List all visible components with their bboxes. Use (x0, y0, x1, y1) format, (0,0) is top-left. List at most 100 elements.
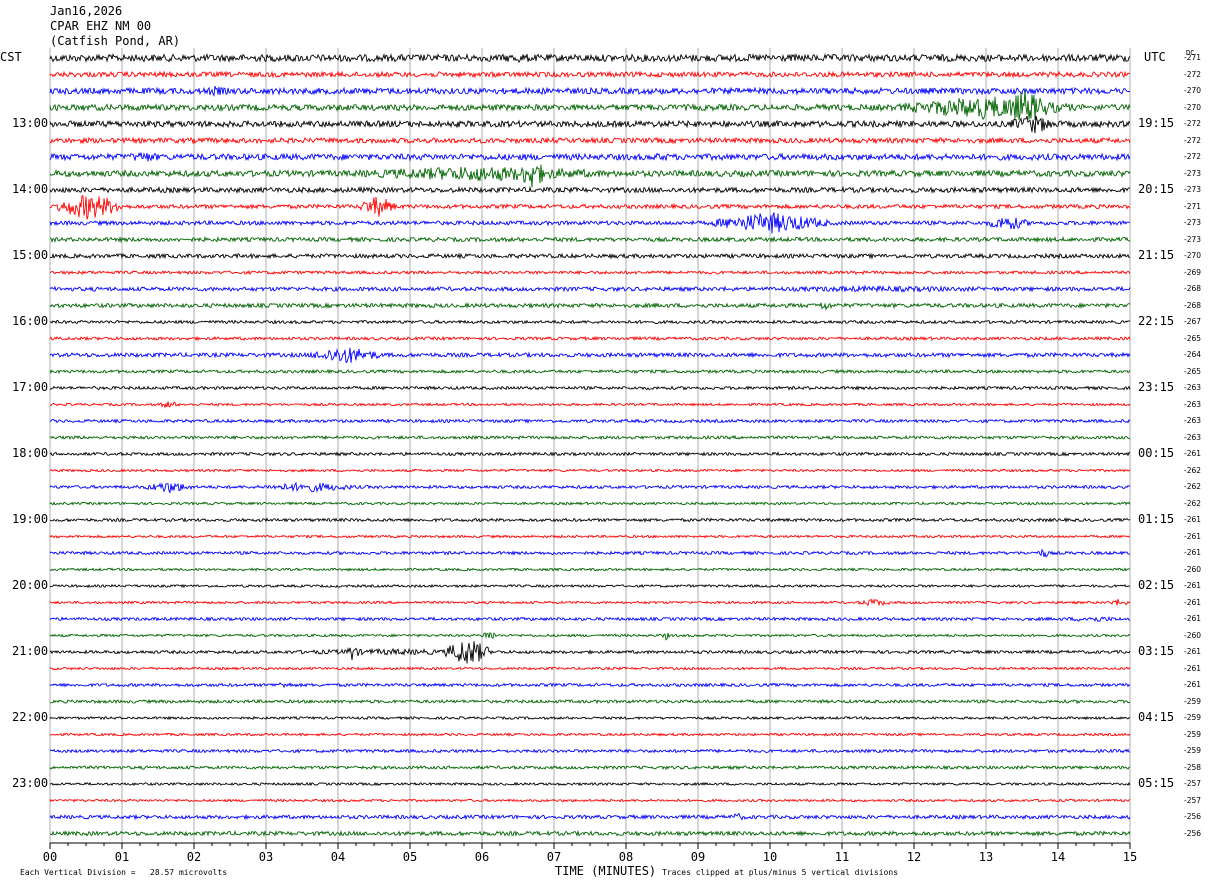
trace-41 (49, 732, 1131, 737)
x-tick-label: 11 (834, 850, 850, 864)
trace-45 (49, 798, 1131, 803)
trace-30 (49, 548, 1130, 558)
trace-5 (49, 136, 1131, 145)
dc-offset-label: -262 (1184, 498, 1202, 508)
dc-offset-label: -268 (1184, 284, 1202, 293)
left-time-label: 19:00 (12, 512, 49, 526)
trace-43 (49, 764, 1131, 771)
trace-19 (49, 368, 1131, 375)
left-time-label: 17:00 (12, 380, 49, 394)
x-tick-label: 08 (618, 850, 634, 864)
dc-offset-label: -262 (1184, 465, 1202, 475)
dc-offset-label: -270 (1184, 86, 1202, 95)
dc-offset-label: -261 (1184, 680, 1202, 689)
dc-offset-label: -262 (1184, 482, 1202, 491)
dc-offset-label: -273 (1184, 185, 1202, 194)
right-time-label: 20:15 (1138, 182, 1175, 196)
trace-18 (49, 347, 1131, 363)
trace-44 (49, 781, 1131, 787)
right-time-label: 03:15 (1138, 644, 1175, 658)
header-date: Jan16,2026 (50, 4, 123, 18)
trace-37 (49, 666, 1131, 671)
trace-1 (49, 70, 1131, 79)
right-time-label: 02:15 (1138, 578, 1175, 592)
right-time-label: 23:15 (1138, 380, 1175, 394)
x-tick-label: 05 (402, 850, 418, 864)
right-time-label: 00:15 (1138, 446, 1175, 460)
dc-offset-label: -261 (1184, 531, 1202, 541)
left-time-label: 23:00 (12, 776, 49, 790)
trace-21 (49, 401, 1131, 409)
dc-offset-label: -273 (1184, 234, 1202, 244)
dc-offset-label: -270 (1184, 251, 1202, 260)
dc-offset-label: -261 (1184, 548, 1202, 557)
x-tick-label: 03 (258, 850, 274, 864)
x-tick-label: 15 (1122, 850, 1138, 864)
left-time-label: 18:00 (12, 446, 49, 460)
trace-6 (49, 152, 1131, 162)
time-axis (49, 842, 1131, 849)
minute-gridlines (49, 48, 1131, 844)
x-tick-label: 02 (186, 850, 202, 864)
dc-offset-label: -261 (1184, 449, 1202, 458)
trace-46 (49, 812, 1131, 821)
dc-offset-label: -263 (1184, 416, 1202, 425)
dc-offset-label: -256 (1184, 828, 1202, 838)
dc-offset-label: -263 (1184, 432, 1202, 442)
trace-42 (49, 748, 1131, 754)
x-tick-label: 09 (690, 850, 706, 864)
dc-offset-label: -267 (1184, 317, 1202, 326)
left-timezone-label: CST (0, 50, 22, 64)
dc-offset-label: -271 (1184, 53, 1202, 62)
footer-clipped-note: Traces clipped at plus/minus 5 vertical … (662, 868, 899, 877)
trace-10 (49, 212, 1131, 234)
dc-offset-label: -259 (1184, 696, 1202, 706)
trace-35 (49, 632, 1131, 641)
trace-22 (49, 418, 1131, 424)
trace-39 (49, 698, 1131, 705)
dc-offset-label: -257 (1184, 795, 1202, 805)
trace-15 (49, 301, 1131, 311)
trace-13 (49, 269, 1131, 276)
trace-27 (49, 501, 1131, 506)
trace-24 (49, 451, 1131, 457)
dc-offset-label: -261 (1184, 614, 1202, 623)
left-time-label: 21:00 (12, 644, 49, 658)
x-tick-label: 14 (1050, 850, 1066, 864)
dc-offset-label: -260 (1184, 630, 1202, 640)
trace-2 (49, 85, 1131, 98)
dc-offset-label: -272 (1184, 69, 1202, 79)
right-time-label: 21:15 (1138, 248, 1175, 262)
x-tick-label: 06 (474, 850, 490, 864)
dc-offset-label: -265 (1184, 366, 1202, 376)
trace-47 (49, 829, 1131, 838)
trace-26 (49, 481, 1131, 494)
dc-offset-label: -257 (1184, 779, 1202, 788)
trace-17 (49, 335, 1131, 342)
right-timezone-label: UTC (1144, 50, 1166, 64)
dc-offset-label: -261 (1184, 515, 1202, 524)
left-time-label: 20:00 (12, 578, 49, 592)
trace-11 (49, 235, 1131, 244)
trace-7 (49, 164, 1131, 188)
header-location: (Catfish Pond, AR) (50, 34, 181, 48)
trace-14 (49, 284, 1131, 293)
dc-offset-label: -259 (1184, 746, 1202, 755)
trace-9 (49, 195, 1131, 220)
dc-offset-label: -261 (1184, 663, 1202, 673)
trace-23 (49, 434, 1131, 441)
trace-28 (49, 517, 1131, 523)
dc-offset-label: -271 (1184, 201, 1202, 211)
x-tick-label: 07 (546, 850, 562, 864)
x-tick-label: 12 (906, 850, 922, 864)
trace-16 (49, 319, 1131, 325)
trace-3 (49, 90, 1131, 121)
x-tick-label: 01 (114, 850, 130, 864)
dc-offset-label: -263 (1184, 383, 1202, 392)
header-station: CPAR EHZ NM 00 (50, 19, 152, 33)
right-time-label: 19:15 (1138, 116, 1175, 130)
trace-4 (49, 115, 1131, 134)
dc-offset-label: -272 (1184, 152, 1202, 161)
trace-38 (49, 682, 1131, 689)
x-tick-label: 13 (978, 850, 994, 864)
